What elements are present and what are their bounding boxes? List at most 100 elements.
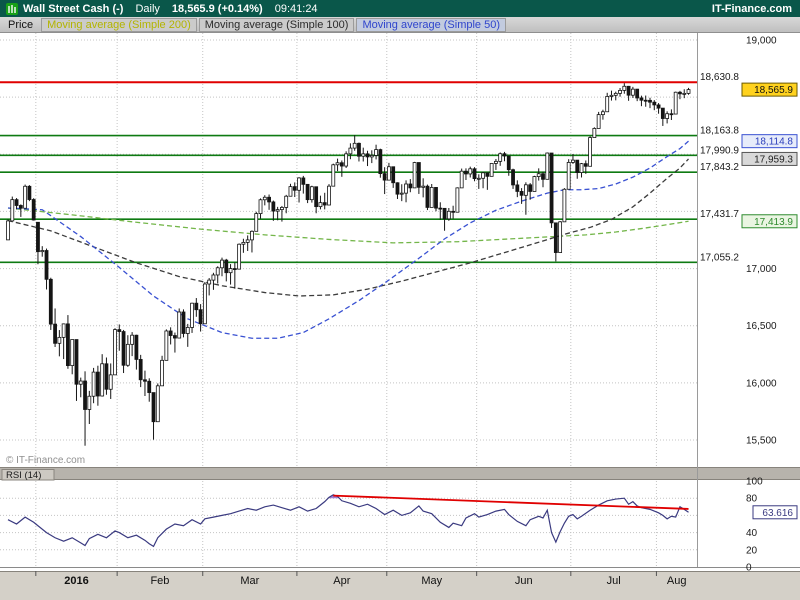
candle-body — [344, 153, 349, 167]
candle-body — [378, 149, 383, 174]
rsi-trendline[interactable] — [333, 494, 689, 510]
candle-body — [224, 259, 229, 274]
candle-body — [211, 274, 216, 281]
candle-body — [588, 137, 592, 167]
candle-body — [464, 170, 468, 175]
ma-value-box-sma200 — [741, 214, 798, 229]
rsi-header-tab[interactable] — [1, 469, 55, 481]
current-price-box-text: 18,565.9 — [754, 85, 793, 96]
time-axis-label: Aug — [667, 575, 687, 587]
candle-body — [643, 99, 648, 102]
candle-body — [173, 335, 177, 339]
candle-body — [61, 323, 66, 338]
candle-body — [532, 176, 537, 192]
candle-body — [541, 173, 545, 180]
candle-body — [104, 363, 109, 390]
candle-body — [656, 104, 661, 109]
candle-body — [678, 91, 682, 95]
candle-body — [95, 371, 100, 397]
candle-body — [562, 188, 567, 223]
candle-body — [48, 278, 53, 325]
candle-body — [53, 323, 57, 344]
candle-body — [232, 268, 237, 270]
candle-body — [399, 192, 404, 195]
candle-body — [267, 196, 271, 203]
candle-body — [322, 202, 327, 206]
candle-body — [40, 250, 45, 253]
candle-body — [421, 185, 426, 188]
level-label: 17,055.2 — [700, 252, 739, 263]
candle-body — [27, 185, 32, 200]
candle-body — [429, 187, 434, 208]
candle-body — [335, 162, 340, 166]
candle-body — [545, 152, 550, 180]
candle-body — [536, 173, 541, 177]
candle-body — [669, 113, 674, 116]
candle-body — [348, 147, 353, 155]
legend-sma100[interactable]: Moving average (Simple 100) — [198, 17, 355, 32]
candle-body — [207, 279, 212, 285]
time-axis-bar — [0, 571, 800, 600]
level-label: 18,163.8 — [700, 126, 739, 137]
candle-body — [245, 239, 250, 243]
candle-body — [57, 336, 62, 344]
candle-body — [412, 162, 417, 189]
candle-body — [387, 166, 391, 181]
candle-body — [391, 166, 396, 184]
ma-value-box-sma100-text: 17,959.3 — [754, 154, 793, 165]
candle-body — [70, 339, 75, 366]
chart-area: 19,000 17,000 16,500 16,000 15,500 18,630.8 18… — [0, 33, 800, 600]
candle-body — [31, 199, 36, 221]
candle-body — [352, 142, 357, 149]
price-grid-label: 19,000 — [746, 36, 777, 47]
candle-body — [618, 90, 622, 94]
candle-body — [143, 379, 147, 382]
candle-body — [160, 359, 164, 387]
candle-body — [83, 380, 87, 410]
candle-body — [155, 385, 160, 423]
time-axis-label: Jun — [515, 575, 533, 587]
ma-line-sma200 — [7, 207, 689, 244]
candle-body — [648, 99, 652, 103]
candle-body — [10, 199, 15, 222]
candle-body — [250, 230, 254, 241]
candle-body — [498, 153, 503, 162]
candle-body — [630, 88, 635, 96]
legend-sma200[interactable]: Moving average (Simple 200) — [41, 17, 197, 32]
candle-body — [395, 182, 400, 195]
legend-sma50[interactable]: Moving average (Simple 50) — [356, 17, 507, 32]
candle-body — [284, 195, 289, 208]
legend-price[interactable]: Price — [8, 18, 34, 31]
candle-body — [455, 187, 460, 213]
candle-body — [357, 142, 361, 157]
time-axis-label: Feb — [150, 575, 169, 587]
candle-body — [626, 85, 631, 96]
candle-body — [468, 168, 473, 175]
price-grid-label: 16,500 — [746, 321, 777, 332]
candle-body — [44, 250, 49, 280]
candle-body — [164, 330, 169, 361]
candle-body — [502, 153, 507, 157]
candle-body — [601, 111, 605, 116]
level-label: 17,990.9 — [700, 145, 739, 156]
candle-body — [228, 268, 233, 274]
candle-body — [553, 222, 558, 253]
candle-body — [241, 241, 246, 245]
watermark-text: © IT-Finance.com — [6, 455, 85, 466]
rsi-grid-label: 80 — [746, 494, 758, 505]
candle-body — [87, 395, 92, 410]
candle-body — [365, 153, 370, 158]
candle-body — [305, 183, 310, 201]
candle-body — [592, 128, 597, 139]
candle-body — [309, 186, 314, 201]
candle-body — [446, 210, 451, 220]
candle-body — [151, 392, 156, 423]
rsi-value-box-text: 63.616 — [762, 508, 793, 519]
candle-body — [451, 210, 456, 213]
chart-canvas[interactable]: 19,000 17,000 16,500 16,000 15,500 18,630.8 18… — [0, 33, 800, 600]
candle-body — [494, 160, 498, 164]
last-quote-text: 18,565.9 (+0.14%) — [171, 2, 263, 15]
candle-body — [331, 164, 336, 187]
candle-body — [215, 267, 220, 276]
candle-body — [652, 101, 657, 106]
